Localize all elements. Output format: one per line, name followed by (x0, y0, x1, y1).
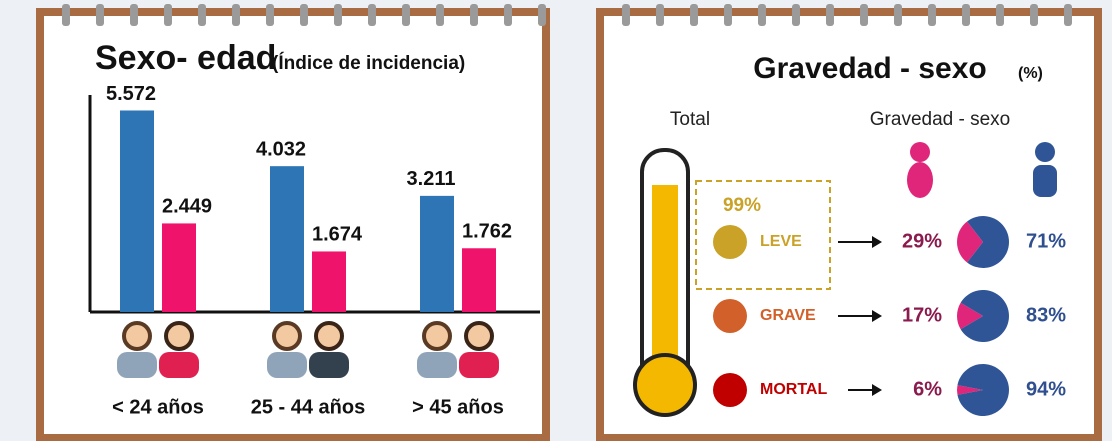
ring (538, 4, 546, 26)
woman-icon (907, 142, 933, 198)
ring (96, 4, 104, 26)
value-label: 1.674 (312, 224, 363, 246)
chart-subtitle: (Índice de incidencia) (272, 52, 465, 74)
chart-title: Gravedad - sexo (753, 52, 986, 85)
icon-head (910, 142, 930, 162)
bar (312, 251, 346, 312)
person-head (424, 323, 450, 349)
ring (470, 4, 478, 26)
man-icon (1033, 142, 1057, 197)
ring (928, 4, 936, 26)
x-tick-label: < 24 años (112, 396, 204, 418)
bar (462, 248, 496, 312)
person-head (316, 323, 342, 349)
ring (1064, 4, 1072, 26)
ring (656, 4, 664, 26)
person-body (267, 352, 307, 378)
icon-head (1035, 142, 1055, 162)
x-tick-label: > 45 años (412, 396, 504, 418)
face (713, 373, 747, 407)
value-label: 5.572 (106, 83, 156, 105)
category-label: MORTAL (760, 381, 827, 398)
chart-title: Sexo- edad (95, 39, 276, 77)
value-label: 1.762 (462, 221, 512, 243)
ring (62, 4, 70, 26)
ring (622, 4, 630, 26)
value-label: 83% (1026, 304, 1066, 326)
person-head (274, 323, 300, 349)
page: Sexo- edad (Índice de incidencia) Graved… (0, 0, 1112, 441)
category-label: LEVE (760, 233, 802, 250)
bar (270, 166, 304, 312)
x-tick-label: 25 - 44 años (251, 396, 366, 418)
column-label: Gravedad - sexo (870, 109, 1010, 130)
total-label: 99% (723, 195, 761, 216)
thermometer (635, 150, 695, 415)
ring (334, 4, 342, 26)
person-head (124, 323, 150, 349)
ring (232, 4, 240, 26)
ring (724, 4, 732, 26)
ring (860, 4, 868, 26)
ring (690, 4, 698, 26)
ring (826, 4, 834, 26)
category-label: GRAVE (760, 307, 816, 324)
infographic: Sexo- edad (Índice de incidencia) Graved… (0, 0, 1112, 441)
ring (1030, 4, 1038, 26)
person-body (159, 352, 199, 378)
ring (130, 4, 138, 26)
value-label: 17% (902, 304, 942, 326)
icon-body (907, 162, 933, 198)
ring (436, 4, 444, 26)
ring (792, 4, 800, 26)
person-body (117, 352, 157, 378)
value-label: 94% (1026, 378, 1066, 400)
column-label: Total (670, 109, 710, 130)
ring (962, 4, 970, 26)
value-label: 2.449 (162, 196, 212, 218)
person-body (417, 352, 457, 378)
ring (198, 4, 206, 26)
bar (120, 110, 154, 312)
face (713, 225, 747, 259)
person-body (309, 352, 349, 378)
ring (368, 4, 376, 26)
person-head (166, 323, 192, 349)
face (713, 299, 747, 333)
value-label: 29% (902, 230, 942, 252)
chart-title-unit: (%) (1018, 65, 1043, 82)
ring (402, 4, 410, 26)
ring (504, 4, 512, 26)
bar (420, 196, 454, 312)
value-label: 6% (913, 378, 942, 400)
bar (162, 223, 196, 312)
icon-body (1033, 165, 1057, 197)
ring (164, 4, 172, 26)
value-label: 3.211 (407, 168, 456, 190)
value-label: 4.032 (256, 138, 306, 160)
value-label: 71% (1026, 230, 1066, 252)
ring (758, 4, 766, 26)
ring (894, 4, 902, 26)
ring (266, 4, 274, 26)
person-body (459, 352, 499, 378)
ring (300, 4, 308, 26)
person-head (466, 323, 492, 349)
thermometer-bulb (635, 355, 695, 415)
ring (996, 4, 1004, 26)
